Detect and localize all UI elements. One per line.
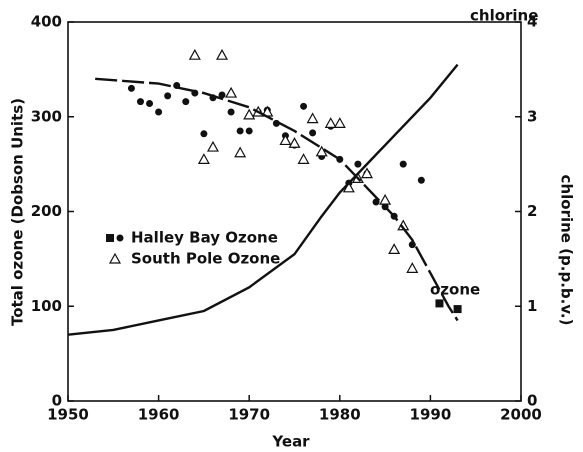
circle-point [127,84,135,92]
circle-point [245,127,253,135]
circle-point [309,129,317,137]
x-tick-label: 2000 [500,406,542,424]
circle-point [200,130,208,138]
y-tick-label: 0 [52,392,62,410]
triangle-point [315,145,328,157]
triangle-point [108,252,122,264]
circle-point [399,160,407,168]
x-tick-label: 1950 [47,406,89,424]
triangle-point [234,146,247,158]
chlorine-line [67,63,459,336]
triangle-point [216,48,229,60]
triangle-point [206,140,219,152]
triangle-point [306,112,319,124]
line-label: chlorine [470,7,538,25]
triangle-point [406,262,419,273]
circle-point [155,108,163,116]
y-tick-label: 400 [31,13,62,31]
line-label: ozone [430,281,480,299]
triangle-point [197,153,210,164]
legend-label: Halley Bay Ozone [131,229,278,247]
triangle-point [288,137,301,148]
circle-point [136,98,144,106]
y2-tick-label: 1 [527,297,537,315]
y2-axis-label: chlorine (p.p.b.v.) [558,175,576,326]
circle-point [116,234,124,242]
y2-tick-label: 4 [527,13,537,31]
circle-point [182,98,190,106]
triangle-point [225,86,238,98]
triangle-point [388,243,401,254]
circle-point [354,160,362,168]
circle-point [218,91,226,99]
y2-tick-label: 3 [527,107,537,125]
circle-point [164,92,172,100]
y2-tick-label: 2 [527,202,537,220]
triangle-point [379,193,392,205]
square-point [435,299,444,308]
triangle-point [360,167,373,179]
x-axis-label: Year [271,433,310,451]
legend-label: South Pole Ozone [131,250,280,268]
square-point [453,305,462,314]
triangle-point [297,153,310,164]
circle-point [227,108,235,116]
x-tick-label: 1960 [138,406,180,424]
y2-tick-label: 0 [527,392,537,410]
x-tick-label: 1990 [410,406,452,424]
circle-point [408,241,416,249]
circle-point [300,102,308,110]
triangle-point [188,48,201,60]
square-point [106,234,114,242]
circle-point [417,176,425,184]
plot-frame [67,21,522,402]
y-tick-label: 200 [31,202,62,220]
circle-point [146,99,154,107]
ozone-line [95,77,459,322]
triangle-point [243,108,256,120]
y-tick-label: 100 [31,297,62,315]
x-tick-label: 1970 [228,406,270,424]
circle-point [236,127,244,135]
triangle-point [279,134,292,146]
triangle-point [324,117,337,128]
x-tick-label: 1980 [319,406,361,424]
triangle-point [333,117,346,128]
y-axis-label: Total ozone (Dobson Units) [9,98,27,326]
y-tick-label: 300 [31,107,62,125]
